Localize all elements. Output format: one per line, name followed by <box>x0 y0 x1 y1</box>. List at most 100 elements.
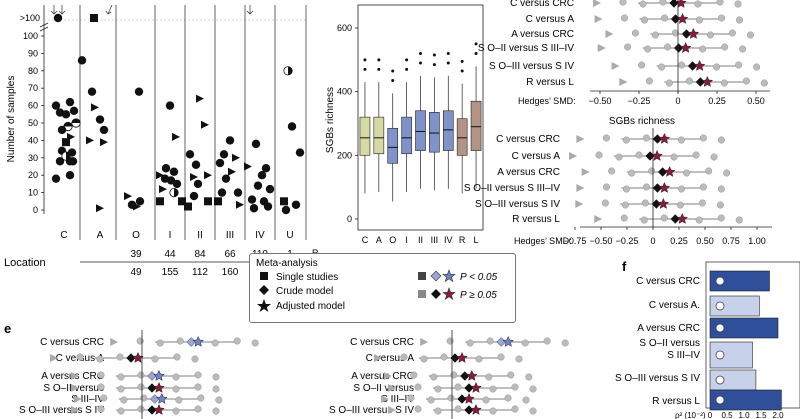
group-label: U <box>286 230 293 241</box>
boxplot-x-label: L <box>474 235 479 245</box>
forest-row-label: S O–III versus S IV <box>19 405 104 416</box>
crude-estimate <box>670 14 681 24</box>
study-triangle <box>388 384 396 392</box>
study-estimate <box>717 214 725 222</box>
study-estimate <box>561 339 569 347</box>
forest-row-label: S O–III versus S IV <box>475 199 560 210</box>
study-triangle <box>581 168 590 176</box>
study-triangle <box>133 202 141 211</box>
study-triangle <box>619 78 628 86</box>
scatter-y-tick-label: 0 <box>33 205 38 215</box>
forest-top-tick-label: 0.50 <box>747 96 765 106</box>
study-estimate <box>705 167 713 175</box>
study-estimate <box>529 385 537 393</box>
study-estimate <box>638 61 646 69</box>
panel-f-row-label: C versus CRC <box>636 276 700 287</box>
study-triangle <box>159 185 167 194</box>
study-point <box>65 171 75 180</box>
outlier-point <box>432 53 436 57</box>
forest-plot-top: C versus CRC C versus A A versus CRC S O–II… <box>478 0 770 106</box>
study-point <box>65 97 75 107</box>
study-estimate <box>659 0 667 6</box>
study-point <box>261 164 271 173</box>
study-estimate <box>410 371 418 379</box>
adjusted-estimate <box>502 335 515 347</box>
study-triangle <box>381 395 389 403</box>
study-estimate <box>695 216 703 224</box>
study-square <box>214 197 222 206</box>
boxplot-x-label: R <box>459 235 466 245</box>
study-estimate <box>173 353 181 361</box>
study-estimate <box>137 383 145 391</box>
study-estimate <box>746 31 754 39</box>
study-estimate <box>658 63 666 71</box>
forest-mid-tick-label: 0.25 <box>670 236 688 246</box>
forest-top-axis-label: Hedges’ SMD: <box>518 96 576 106</box>
panel-f-row-label: R versus L <box>652 396 700 407</box>
panel-f-tick-label: 2.0 <box>772 411 784 419</box>
boxplot-frame <box>357 4 484 231</box>
study-estimate <box>706 31 714 39</box>
study-estimate <box>117 373 125 381</box>
study-point-half <box>288 66 293 75</box>
study-estimate <box>734 0 742 8</box>
outlier-point <box>377 67 381 71</box>
study-square <box>184 202 192 211</box>
study-estimate <box>489 407 497 415</box>
study-triangle <box>569 152 578 160</box>
study-estimate <box>137 405 145 413</box>
study-point <box>249 204 259 213</box>
forest-mid-tick-label: −0.75 <box>564 236 587 246</box>
study-estimate <box>760 79 768 87</box>
study-triangle <box>232 153 240 162</box>
adjusted-estimate <box>658 181 671 193</box>
crude-estimate <box>147 383 157 393</box>
boxplot-y-label: SGBs richness <box>325 87 336 153</box>
location-r-value: 66 <box>224 249 236 260</box>
forest-plot-richness: SGBs richness C versus CRC C versus A A ve… <box>464 116 772 246</box>
adjusted-estimate <box>693 59 706 71</box>
study-estimate <box>136 337 144 345</box>
panel-label-e: e <box>4 321 11 336</box>
panel-label-f: f <box>622 259 627 274</box>
study-estimate <box>172 373 180 381</box>
study-estimate <box>151 355 159 363</box>
study-point <box>172 179 182 189</box>
study-estimate <box>621 201 629 209</box>
boxplot-box <box>470 100 482 151</box>
forest-mid-tick-label: 0 <box>650 236 655 246</box>
study-triangle <box>71 384 79 392</box>
study-estimate <box>699 183 707 191</box>
arrow-icon <box>50 5 58 15</box>
study-triangle <box>73 395 82 403</box>
adjusted-estimate <box>675 0 687 8</box>
study-point <box>55 157 65 166</box>
study-square <box>204 197 212 206</box>
study-point <box>77 56 87 65</box>
legend-item-crude: Crude model <box>276 286 333 297</box>
study-estimate <box>664 43 672 51</box>
forest-mid-title: SGBs richness <box>609 116 675 127</box>
study-triangle <box>420 338 429 346</box>
boxplot-box <box>359 116 371 156</box>
diamond-icon <box>430 270 442 282</box>
axis-break-mark <box>39 22 49 28</box>
adjusted-estimate <box>470 381 482 393</box>
study-estimate <box>640 216 648 224</box>
study-point-half <box>174 188 179 197</box>
adjusted-estimate <box>465 369 478 381</box>
boxplot-box <box>387 127 399 164</box>
study-estimate <box>628 169 636 177</box>
study-triangle <box>86 136 94 145</box>
study-triangle <box>597 44 606 52</box>
study-estimate <box>211 339 219 347</box>
study-point <box>189 191 199 201</box>
study-point <box>51 101 61 110</box>
study-estimate <box>660 214 668 222</box>
study-estimate <box>212 407 220 415</box>
study-estimate <box>515 355 523 363</box>
study-estimate <box>641 16 649 24</box>
study-estimate <box>194 405 202 413</box>
